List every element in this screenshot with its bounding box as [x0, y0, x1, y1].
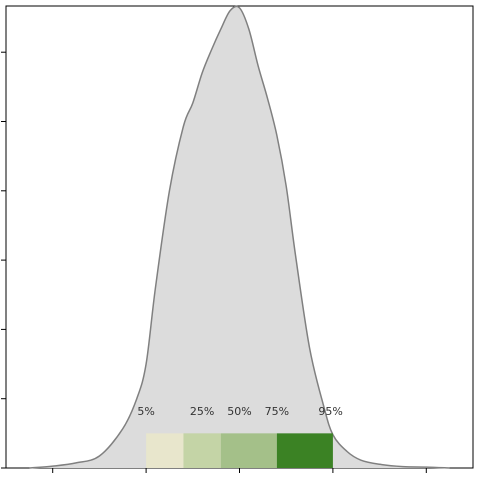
density-curve	[29, 5, 450, 469]
density-area	[29, 6, 450, 468]
percentile-label-layer: 5% 25% 50% 75% 95%	[137, 405, 342, 418]
percentile-label-5: 5%	[137, 405, 154, 418]
axis-tick-layer	[1, 51, 427, 473]
percentile-band-25-50	[183, 433, 221, 468]
percentile-label-75: 75%	[265, 405, 289, 418]
percentile-band-50-75	[220, 433, 277, 468]
percentile-band-5-25	[146, 433, 184, 468]
percentile-band-75-95	[276, 433, 333, 468]
percentile-label-50: 50%	[227, 405, 251, 418]
percentile-band-layer	[146, 433, 333, 468]
percentile-label-95: 95%	[318, 405, 342, 418]
percentile-label-25: 25%	[190, 405, 214, 418]
density-layer	[29, 5, 450, 469]
